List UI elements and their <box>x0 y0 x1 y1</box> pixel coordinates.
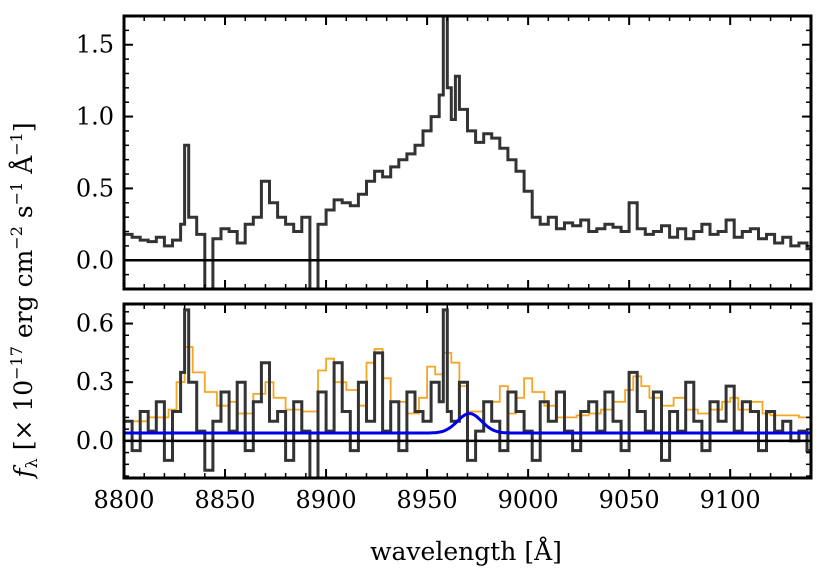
y-axis-title-angstrom-exp: −1 <box>7 132 26 156</box>
bottom-y-tick-label: 0.6 <box>76 310 114 338</box>
bottom-x-tick-label: 8900 <box>296 486 357 514</box>
top-y-tick-label: 0.5 <box>76 174 114 202</box>
top-panel: 0.0 0.5 1.0 1.5 <box>76 14 813 291</box>
bottom-model-line <box>124 411 811 435</box>
top-plot-area <box>124 16 811 289</box>
top-y-tick-label: 0.0 <box>76 246 114 274</box>
y-axis-title-erg-cm: erg cm <box>9 249 38 346</box>
y-axis-title-angstrom: Å <box>8 155 38 182</box>
top-y-tick-label: 1.5 <box>76 31 114 59</box>
y-axis-title-scale: [× 10 <box>9 380 38 458</box>
bottom-y-tick-label: 0.0 <box>76 427 114 455</box>
top-spectrum-line <box>124 16 811 289</box>
bottom-y-tick-label: 0.3 <box>76 368 114 396</box>
bottom-plot-area <box>124 308 811 478</box>
x-axis-title: wavelength [Å] <box>370 536 562 566</box>
bottom-x-tick-label: 9000 <box>498 486 559 514</box>
y-axis-title-scale-exp: −17 <box>7 346 26 380</box>
y-axis-title-s: s <box>9 205 38 226</box>
bottom-x-tick-label: 9100 <box>700 486 761 514</box>
y-axis-title-close: ] <box>9 122 38 132</box>
top-y-tick-label: 1.0 <box>76 103 114 131</box>
bottom-x-tick-label: 9050 <box>599 486 660 514</box>
bottom-panel: 0.0 0.3 0.6 8800 8850 8900 8950 9000 9050 9100 <box>76 302 813 514</box>
top-frame <box>122 14 813 291</box>
bottom-spectrum-line <box>124 308 811 478</box>
y-axis-title-s-exp: −1 <box>7 182 26 206</box>
y-axis-title-cm-exp: −2 <box>7 226 26 250</box>
y-axis-title-f: f <box>9 465 38 480</box>
y-axis-title-lambda: λ <box>22 458 41 468</box>
bottom-x-tick-label: 8950 <box>397 486 458 514</box>
bottom-x-tick-label: 8800 <box>93 486 154 514</box>
y-axis-title: fλ [× 10−17 erg cm−2 s−1 Å−1] <box>7 122 41 479</box>
bottom-x-tick-label: 8850 <box>194 486 255 514</box>
